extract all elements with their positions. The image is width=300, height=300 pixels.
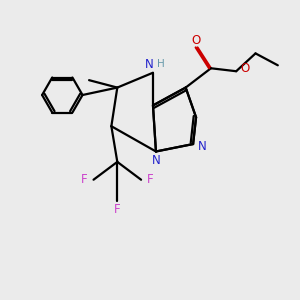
Text: N: N — [145, 58, 154, 71]
Text: N: N — [198, 140, 206, 153]
Text: O: O — [191, 34, 201, 47]
Text: F: F — [147, 173, 154, 186]
Text: O: O — [240, 62, 249, 75]
Text: N: N — [152, 154, 160, 167]
Text: F: F — [114, 203, 121, 216]
Text: F: F — [81, 173, 87, 186]
Text: H: H — [158, 59, 165, 69]
